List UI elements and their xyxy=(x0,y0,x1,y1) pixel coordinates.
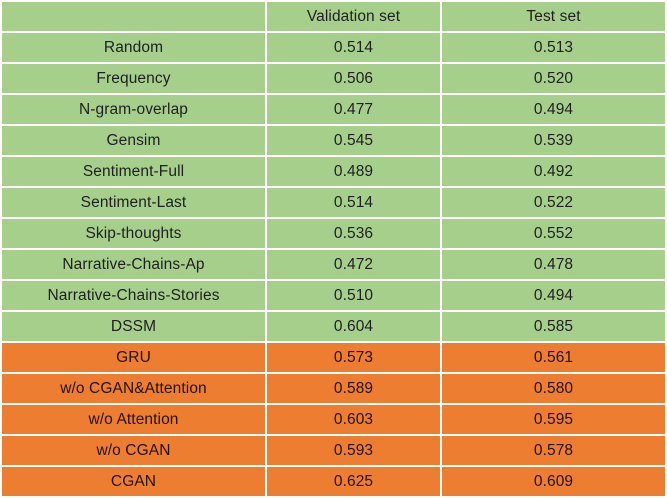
validation-value: 0.472 xyxy=(267,250,440,279)
validation-value: 0.603 xyxy=(267,405,440,434)
test-value: 0.494 xyxy=(442,281,665,310)
row-label: Frequency xyxy=(2,64,265,93)
col-header-validation: Validation set xyxy=(267,2,440,31)
corner-cell xyxy=(2,2,265,31)
row-label: w/o Attention xyxy=(2,405,265,434)
row-label: DSSM xyxy=(2,312,265,341)
test-value: 0.522 xyxy=(442,188,665,217)
validation-value: 0.477 xyxy=(267,95,440,124)
validation-value: 0.625 xyxy=(267,467,440,496)
row-label: w/o CGAN xyxy=(2,436,265,465)
test-value: 0.585 xyxy=(442,312,665,341)
validation-value: 0.545 xyxy=(267,126,440,155)
validation-value: 0.604 xyxy=(267,312,440,341)
row-label: Narrative-Chains-Stories xyxy=(2,281,265,310)
validation-value: 0.506 xyxy=(267,64,440,93)
row-label: Sentiment-Last xyxy=(2,188,265,217)
test-value: 0.478 xyxy=(442,250,665,279)
row-label: CGAN xyxy=(2,467,265,496)
validation-value: 0.589 xyxy=(267,374,440,403)
validation-value: 0.510 xyxy=(267,281,440,310)
row-label: Narrative-Chains-Ap xyxy=(2,250,265,279)
row-label: Gensim xyxy=(2,126,265,155)
test-value: 0.520 xyxy=(442,64,665,93)
validation-value: 0.489 xyxy=(267,157,440,186)
test-value: 0.561 xyxy=(442,343,665,372)
row-label: Skip-thoughts xyxy=(2,219,265,248)
row-label: GRU xyxy=(2,343,265,372)
row-label: Sentiment-Full xyxy=(2,157,265,186)
row-label: w/o CGAN&Attention xyxy=(2,374,265,403)
validation-value: 0.573 xyxy=(267,343,440,372)
test-value: 0.578 xyxy=(442,436,665,465)
validation-value: 0.593 xyxy=(267,436,440,465)
validation-value: 0.536 xyxy=(267,219,440,248)
col-header-test: Test set xyxy=(442,2,665,31)
validation-value: 0.514 xyxy=(267,33,440,62)
row-label: Random xyxy=(2,33,265,62)
test-value: 0.595 xyxy=(442,405,665,434)
test-value: 0.580 xyxy=(442,374,665,403)
test-value: 0.513 xyxy=(442,33,665,62)
test-value: 0.609 xyxy=(442,467,665,496)
test-value: 0.552 xyxy=(442,219,665,248)
test-value: 0.494 xyxy=(442,95,665,124)
row-label: N-gram-overlap xyxy=(2,95,265,124)
test-value: 0.492 xyxy=(442,157,665,186)
validation-value: 0.514 xyxy=(267,188,440,217)
test-value: 0.539 xyxy=(442,126,665,155)
